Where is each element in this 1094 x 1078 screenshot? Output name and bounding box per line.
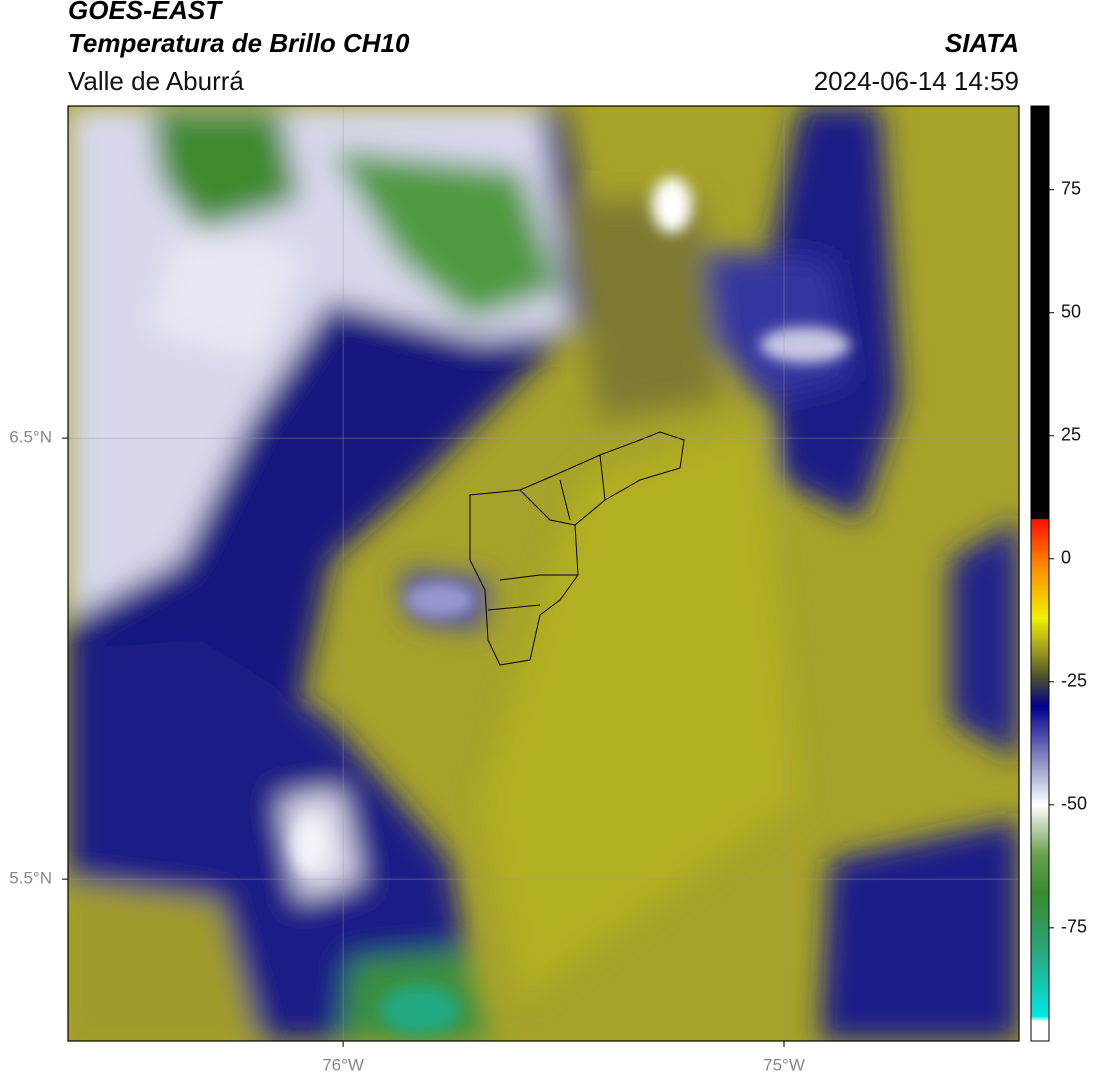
colorbar-tick-label: 25 [1061, 424, 1081, 444]
colorbar-tick-label: -25 [1061, 671, 1087, 691]
subtitle: Temperatura de Brillo CH10 [68, 28, 410, 58]
satellite-image [68, 106, 1019, 1041]
colorbar-tick-label: -50 [1061, 794, 1087, 814]
colorbar-tick-label: 75 [1061, 178, 1081, 198]
source: SIATA [945, 28, 1019, 58]
region: Valle de Aburrá [68, 66, 244, 96]
colorbar-tick-label: -75 [1061, 917, 1087, 937]
x-tick-label: 75°W [763, 1055, 805, 1074]
colorbar-tick-label: 0 [1061, 547, 1071, 567]
y-tick-label: 6.5°N [9, 428, 52, 447]
map-frame [67, 105, 1020, 1042]
colorbar [1030, 105, 1050, 1042]
y-tick-label: 5.5°N [9, 869, 52, 888]
colorbar-tick-label: 50 [1061, 301, 1081, 321]
title: GOES-EAST [68, 0, 223, 25]
datetime: 2024-06-14 14:59 [814, 66, 1019, 96]
x-tick-label: 76°W [322, 1055, 364, 1074]
valley-boundary [469, 431, 685, 666]
